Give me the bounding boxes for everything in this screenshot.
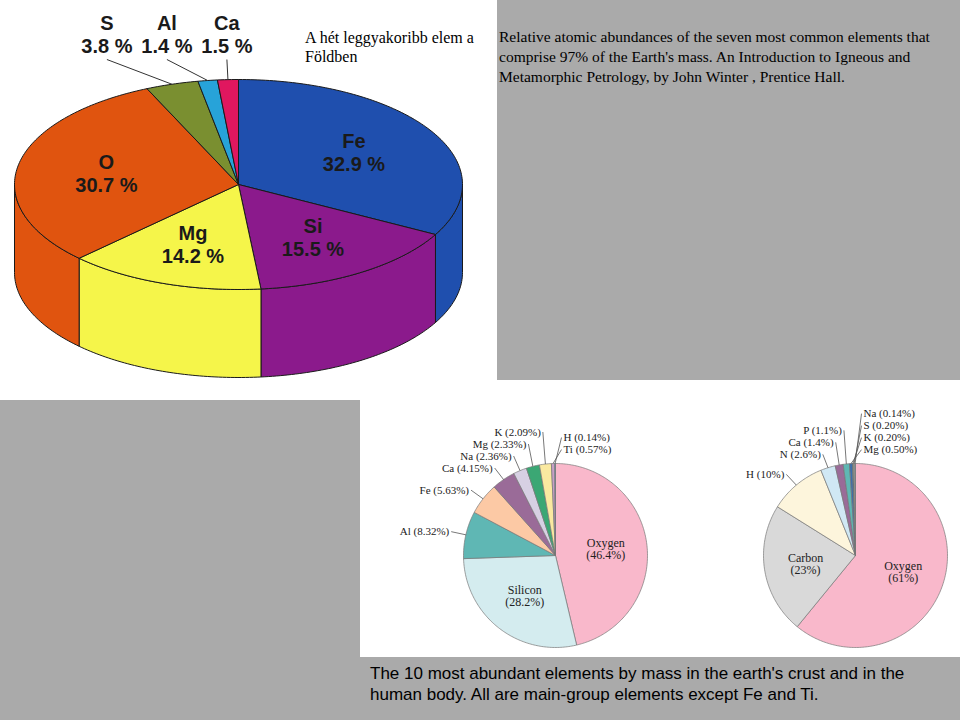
svg-text:Fe32.9 %: Fe32.9 % [323, 130, 385, 175]
svg-text:Mg (2.33%): Mg (2.33%) [473, 438, 527, 451]
svg-text:Na (2.36%): Na (2.36%) [460, 450, 512, 463]
svg-text:Mg (0.50%): Mg (0.50%) [864, 443, 918, 456]
svg-text:Ti (0.57%): Ti (0.57%) [564, 443, 612, 456]
svg-text:N (2.6%): N (2.6%) [780, 448, 821, 461]
svg-text:Ca (1.4%): Ca (1.4%) [788, 436, 834, 449]
svg-text:Oxygen(46.4%): Oxygen(46.4%) [586, 536, 625, 562]
svg-text:S3.8 %: S3.8 % [81, 12, 132, 57]
svg-text:K (0.20%): K (0.20%) [864, 431, 911, 444]
svg-text:H (10%): H (10%) [746, 468, 785, 481]
svg-text:K (2.09%): K (2.09%) [494, 426, 541, 439]
svg-text:Al (8.32%): Al (8.32%) [400, 525, 450, 538]
svg-text:Mg14.2 %: Mg14.2 % [162, 222, 224, 267]
svg-text:Oxygen(61%): Oxygen(61%) [884, 559, 922, 585]
svg-text:Ca1.5 %: Ca1.5 % [201, 12, 252, 57]
svg-text:H (0.14%): H (0.14%) [564, 431, 611, 444]
svg-text:Fe (5.63%): Fe (5.63%) [420, 484, 470, 497]
html-text:A hét leggyakoribb elem a Föld: A hét leggyakoribb elem a Földben [305, 29, 474, 65]
svg-text:O30.7 %: O30.7 % [75, 151, 137, 196]
svg-text:Ca (4.15%): Ca (4.15%) [442, 462, 493, 475]
svg-text:Carbon(23%): Carbon(23%) [788, 551, 823, 577]
svg-text:Silicon(28.2%): Silicon(28.2%) [505, 583, 544, 609]
svg-text:Al1.4 %: Al1.4 % [141, 12, 192, 57]
svg-text:P (1.1%): P (1.1%) [803, 424, 842, 437]
svg-text:S (0.20%): S (0.20%) [864, 419, 909, 432]
html-text:The 10 most abundant elements: The 10 most abundant elements by mass in… [370, 664, 905, 704]
svg-text:Na (0.14%): Na (0.14%) [864, 407, 916, 420]
html-text:Relative atomic abundances of: Relative atomic abundances of the seven … [499, 28, 930, 85]
svg-text:Si15.5 %: Si15.5 % [282, 215, 344, 260]
